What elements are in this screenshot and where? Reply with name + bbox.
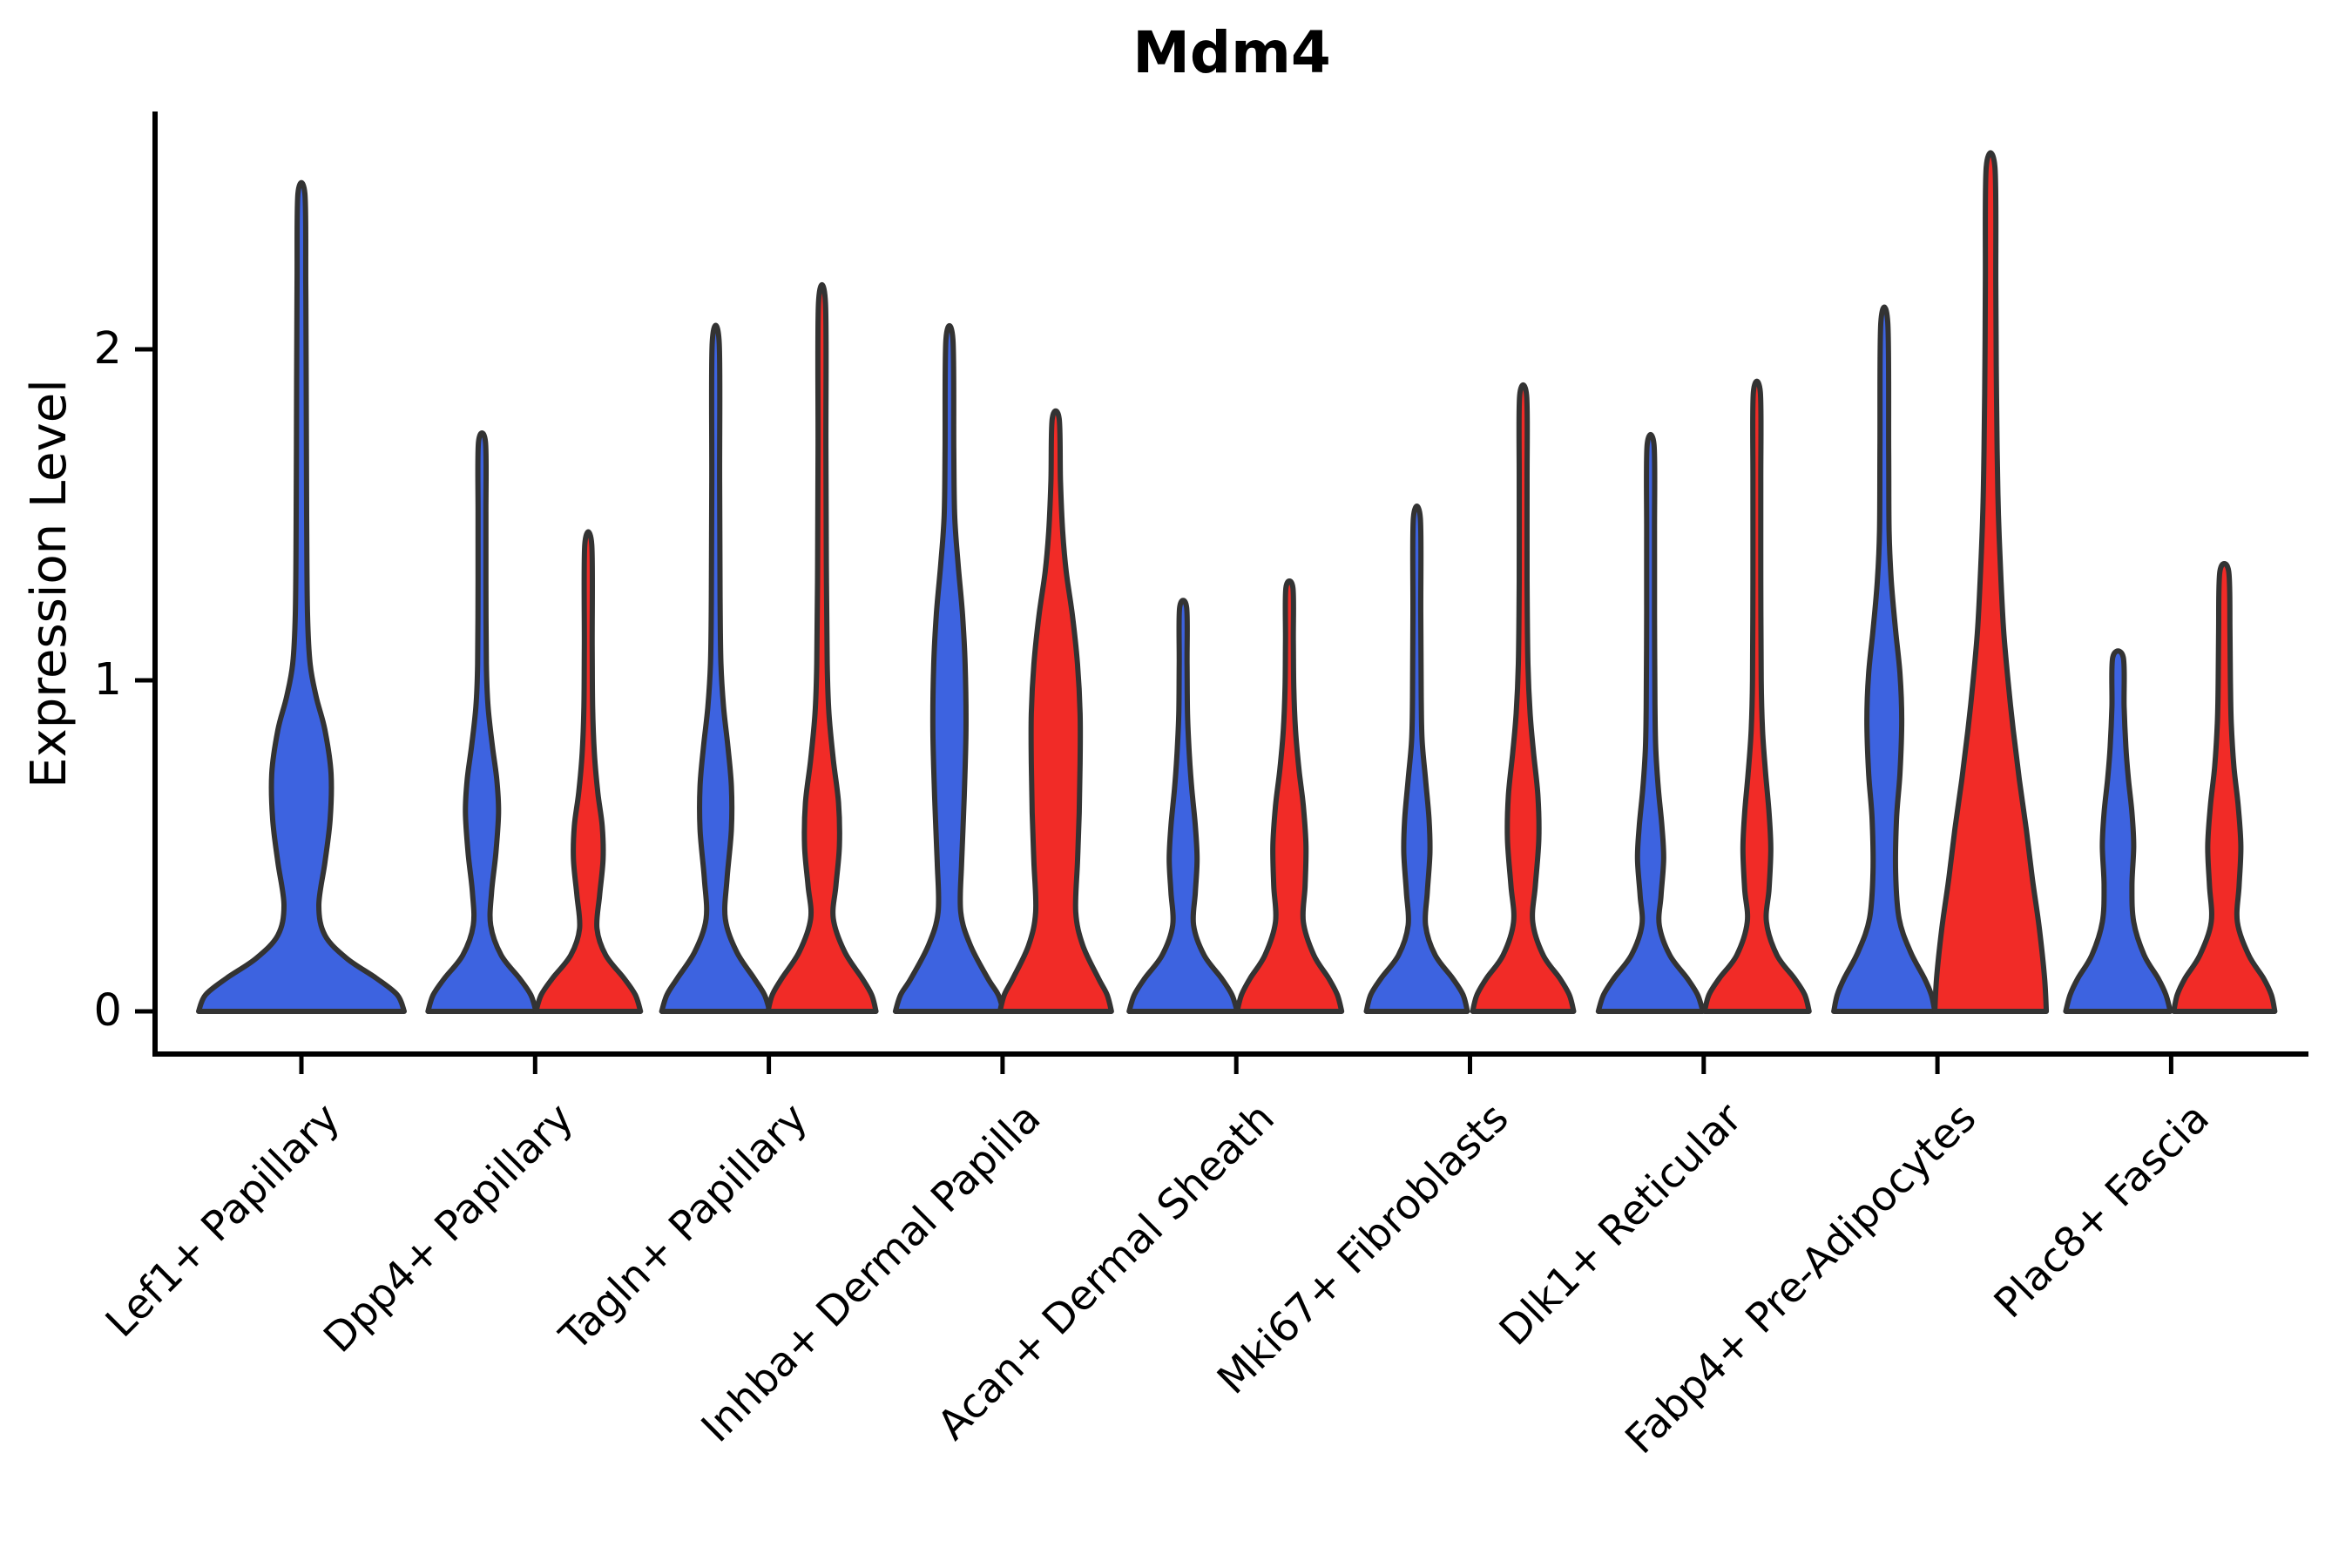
violin-acan-dermal-sheath-blue [1126, 598, 1240, 1014]
chart-title: Mdm4 [1132, 19, 1331, 86]
violin-tagln-papillary-red [765, 281, 879, 1014]
y-tick-label-1: 1 [93, 654, 122, 706]
violin-inhba-dermal-papilla-red [997, 408, 1114, 1014]
violin-plac8-fascia-blue [2063, 648, 2173, 1014]
y-tick-label-2: 2 [93, 323, 122, 375]
violin-tagln-papillary-blue [659, 322, 773, 1014]
violin-fabp4-pre-adipocytes-red [1932, 150, 2050, 1014]
violin-dpp4-papillary-blue [425, 429, 539, 1014]
violin-lef1-papillary-blue [196, 179, 407, 1014]
violin-fabp4-pre-adipocytes-blue [1831, 304, 1938, 1014]
violin-mki67-fibroblasts-red [1470, 382, 1577, 1014]
violin-dpp4-papillary-red [533, 529, 644, 1014]
violin-mki67-fibroblasts-blue [1363, 504, 1470, 1014]
violin-plac8-fascia-red [2171, 561, 2278, 1014]
y-axis-label: Expression Level [21, 379, 78, 788]
violin-dlk1-reticular-blue [1595, 431, 1706, 1014]
violin-acan-dermal-sheath-red [1234, 578, 1345, 1014]
violin-dlk1-reticular-red [1701, 378, 1812, 1014]
y-tick-label-0: 0 [93, 985, 122, 1037]
violin-inhba-dermal-papilla-blue [892, 322, 1006, 1014]
